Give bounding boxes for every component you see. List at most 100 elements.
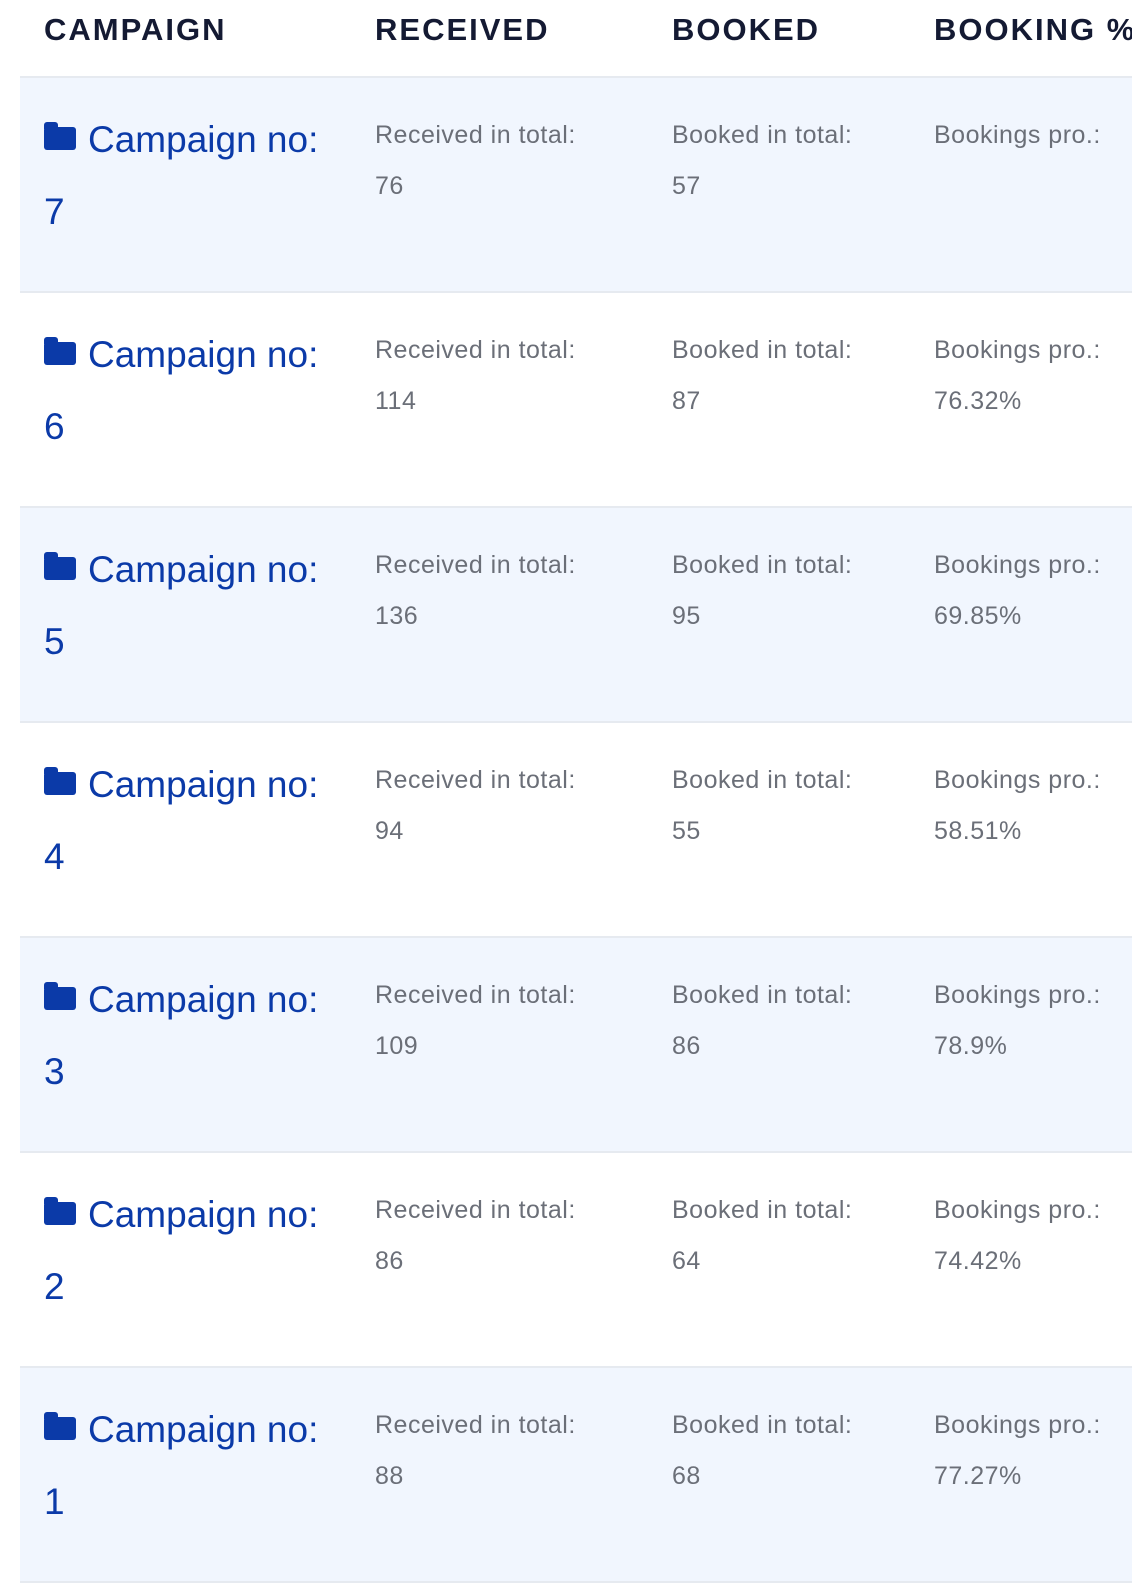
campaign-label: Campaign no: [88,334,319,375]
bookings-label: Bookings pro.: [934,121,1101,149]
bookings-value: 74.42% [934,1247,1022,1275]
campaign-label: Campaign no: [88,549,319,590]
received-cell: Received in total: 94 [375,765,576,846]
bookings-value: 58.51% [934,817,1022,845]
booked-cell: Booked in total: 87 [672,335,852,416]
received-cell: Received in total: 76 [375,120,576,201]
booked-cell: Booked in total: 95 [672,550,852,631]
table-header: CAMPAIGN RECEIVED BOOKED BOOKING % [20,0,1132,78]
campaign-link[interactable]: Campaign no: 5 [44,534,354,678]
booked-label: Booked in total: [672,1196,853,1224]
header-received[interactable]: RECEIVED [375,12,550,47]
booked-label: Booked in total: [672,766,853,794]
received-value: 76 [375,172,404,200]
campaign-link[interactable]: Campaign no: 1 [44,1394,354,1538]
table-row: Campaign no: 1 Received in total: 88 Boo… [20,1368,1132,1583]
campaign-number: 6 [44,406,65,447]
header-booking-percent[interactable]: BOOKING % [934,12,1132,47]
campaign-link[interactable]: Campaign no: 4 [44,749,354,893]
table-row: Campaign no: 7 Received in total: 76 Boo… [20,78,1132,293]
booked-label: Booked in total: [672,121,853,149]
bookings-cell: Bookings pro.: [934,120,1101,171]
table-row: Campaign no: 6 Received in total: 114 Bo… [20,293,1132,508]
campaign-link[interactable]: Campaign no: 6 [44,319,354,463]
received-label: Received in total: [375,121,576,149]
campaign-label: Campaign no: [88,1194,319,1235]
booked-cell: Booked in total: 57 [672,120,852,201]
campaign-link[interactable]: Campaign no: 7 [44,104,354,248]
folder-icon [44,982,76,1010]
received-cell: Received in total: 136 [375,550,576,631]
booked-value: 86 [672,1032,701,1060]
table-row: Campaign no: 5 Received in total: 136 Bo… [20,508,1132,723]
booked-cell: Booked in total: 64 [672,1195,852,1276]
bookings-label: Bookings pro.: [934,1411,1101,1439]
campaign-number: 1 [44,1481,65,1522]
booked-cell: Booked in total: 68 [672,1410,852,1491]
received-value: 109 [375,1032,419,1060]
booked-label: Booked in total: [672,981,853,1009]
campaign-label: Campaign no: [88,1409,319,1450]
bookings-label: Bookings pro.: [934,551,1101,579]
booked-cell: Booked in total: 86 [672,980,852,1061]
bookings-value: 78.9% [934,1032,1008,1060]
booked-label: Booked in total: [672,1411,853,1439]
received-label: Received in total: [375,766,576,794]
campaign-number: 4 [44,836,65,877]
bookings-label: Bookings pro.: [934,981,1101,1009]
campaign-label: Campaign no: [88,764,319,805]
bookings-cell: Bookings pro.: 74.42% [934,1195,1101,1276]
folder-icon [44,337,76,365]
bookings-cell: Bookings pro.: 69.85% [934,550,1101,631]
campaign-link[interactable]: Campaign no: 2 [44,1179,354,1323]
booked-value: 57 [672,172,701,200]
bookings-value: 77.27% [934,1462,1022,1490]
header-booked[interactable]: BOOKED [672,12,821,47]
campaign-number: 5 [44,621,65,662]
received-label: Received in total: [375,981,576,1009]
table-body: Campaign no: 7 Received in total: 76 Boo… [20,78,1132,1583]
campaign-number: 7 [44,191,65,232]
campaign-link[interactable]: Campaign no: 3 [44,964,354,1108]
received-cell: Received in total: 86 [375,1195,576,1276]
received-label: Received in total: [375,551,576,579]
table-row: Campaign no: 2 Received in total: 86 Boo… [20,1153,1132,1368]
booked-value: 64 [672,1247,701,1275]
booked-cell: Booked in total: 55 [672,765,852,846]
bookings-label: Bookings pro.: [934,766,1101,794]
folder-icon [44,122,76,150]
header-campaign[interactable]: CAMPAIGN [44,12,227,47]
booked-value: 87 [672,387,701,415]
bookings-cell: Bookings pro.: 58.51% [934,765,1101,846]
bookings-label: Bookings pro.: [934,1196,1101,1224]
booked-label: Booked in total: [672,551,853,579]
bookings-label: Bookings pro.: [934,336,1101,364]
received-value: 86 [375,1247,404,1275]
folder-icon [44,552,76,580]
booked-label: Booked in total: [672,336,853,364]
bookings-value: 76.32% [934,387,1022,415]
received-cell: Received in total: 109 [375,980,576,1061]
campaign-number: 2 [44,1266,65,1307]
folder-icon [44,1412,76,1440]
booked-value: 95 [672,602,701,630]
bookings-cell: Bookings pro.: 77.27% [934,1410,1101,1491]
received-label: Received in total: [375,1411,576,1439]
received-cell: Received in total: 114 [375,335,576,416]
campaign-label: Campaign no: [88,979,319,1020]
received-label: Received in total: [375,1196,576,1224]
received-value: 136 [375,602,419,630]
received-label: Received in total: [375,336,576,364]
table-row: Campaign no: 3 Received in total: 109 Bo… [20,938,1132,1153]
booked-value: 68 [672,1462,701,1490]
received-value: 88 [375,1462,404,1490]
received-value: 114 [375,387,417,415]
bookings-cell: Bookings pro.: 76.32% [934,335,1101,416]
campaign-number: 3 [44,1051,65,1092]
booked-value: 55 [672,817,701,845]
bookings-value: 69.85% [934,602,1022,630]
received-cell: Received in total: 88 [375,1410,576,1491]
bookings-cell: Bookings pro.: 78.9% [934,980,1101,1061]
campaign-table: CAMPAIGN RECEIVED BOOKED BOOKING % Campa… [20,0,1132,1583]
table-row: Campaign no: 4 Received in total: 94 Boo… [20,723,1132,938]
